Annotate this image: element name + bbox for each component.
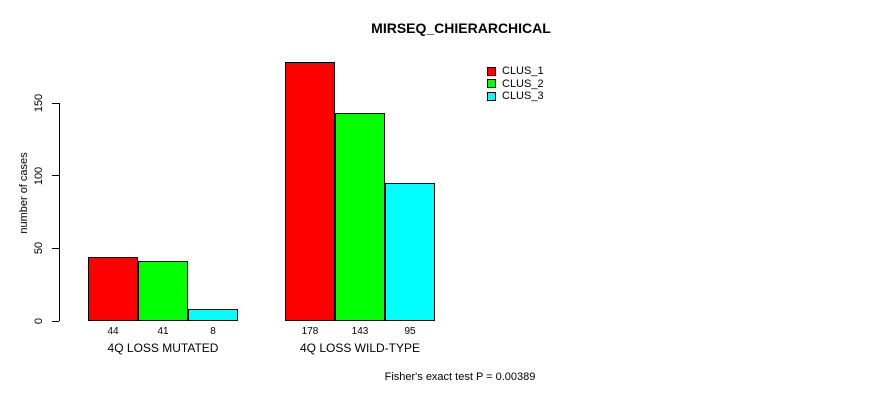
bar-value-label: 178 bbox=[301, 326, 319, 337]
bar-value-label: 95 bbox=[404, 326, 416, 337]
bar-value-label: 8 bbox=[210, 326, 216, 337]
category-label: 4Q LOSS WILD-TYPE bbox=[299, 341, 421, 355]
legend-swatch bbox=[487, 66, 496, 76]
category-label: 4Q LOSS MUTATED bbox=[107, 341, 219, 355]
bar bbox=[138, 261, 188, 321]
y-tick bbox=[52, 175, 59, 177]
bar bbox=[88, 257, 138, 321]
y-tick-label: 0 bbox=[33, 317, 45, 325]
legend-item: CLUS_2 bbox=[487, 78, 544, 90]
bar-value-label: 143 bbox=[351, 326, 369, 337]
legend-label: CLUS_3 bbox=[502, 90, 544, 102]
y-tick-label: 150 bbox=[33, 93, 45, 113]
legend-label: CLUS_2 bbox=[502, 77, 544, 90]
y-tick bbox=[52, 102, 59, 104]
legend-swatch bbox=[487, 91, 496, 101]
legend-item: CLUS_3 bbox=[487, 90, 544, 102]
bar-value-label: 44 bbox=[107, 326, 119, 337]
bar bbox=[188, 309, 238, 321]
legend-label: CLUS_1 bbox=[502, 65, 544, 77]
annotation-text: Fisher's exact test P = 0.00389 bbox=[384, 371, 536, 383]
legend-item: CLUS_1 bbox=[487, 65, 544, 77]
y-tick-label: 100 bbox=[33, 166, 45, 185]
y-tick bbox=[52, 320, 59, 322]
bar-value-label: 41 bbox=[157, 326, 169, 337]
y-tick-label: 50 bbox=[33, 242, 45, 255]
chart-title: MIRSEQ_CHIERARCHICAL bbox=[371, 20, 551, 36]
bar bbox=[335, 113, 385, 321]
y-tick bbox=[52, 247, 59, 249]
bar bbox=[385, 182, 435, 321]
y-axis-label: number of cases bbox=[18, 152, 30, 234]
y-axis-line bbox=[59, 103, 60, 321]
legend-swatch bbox=[487, 79, 496, 88]
bar bbox=[285, 62, 335, 321]
